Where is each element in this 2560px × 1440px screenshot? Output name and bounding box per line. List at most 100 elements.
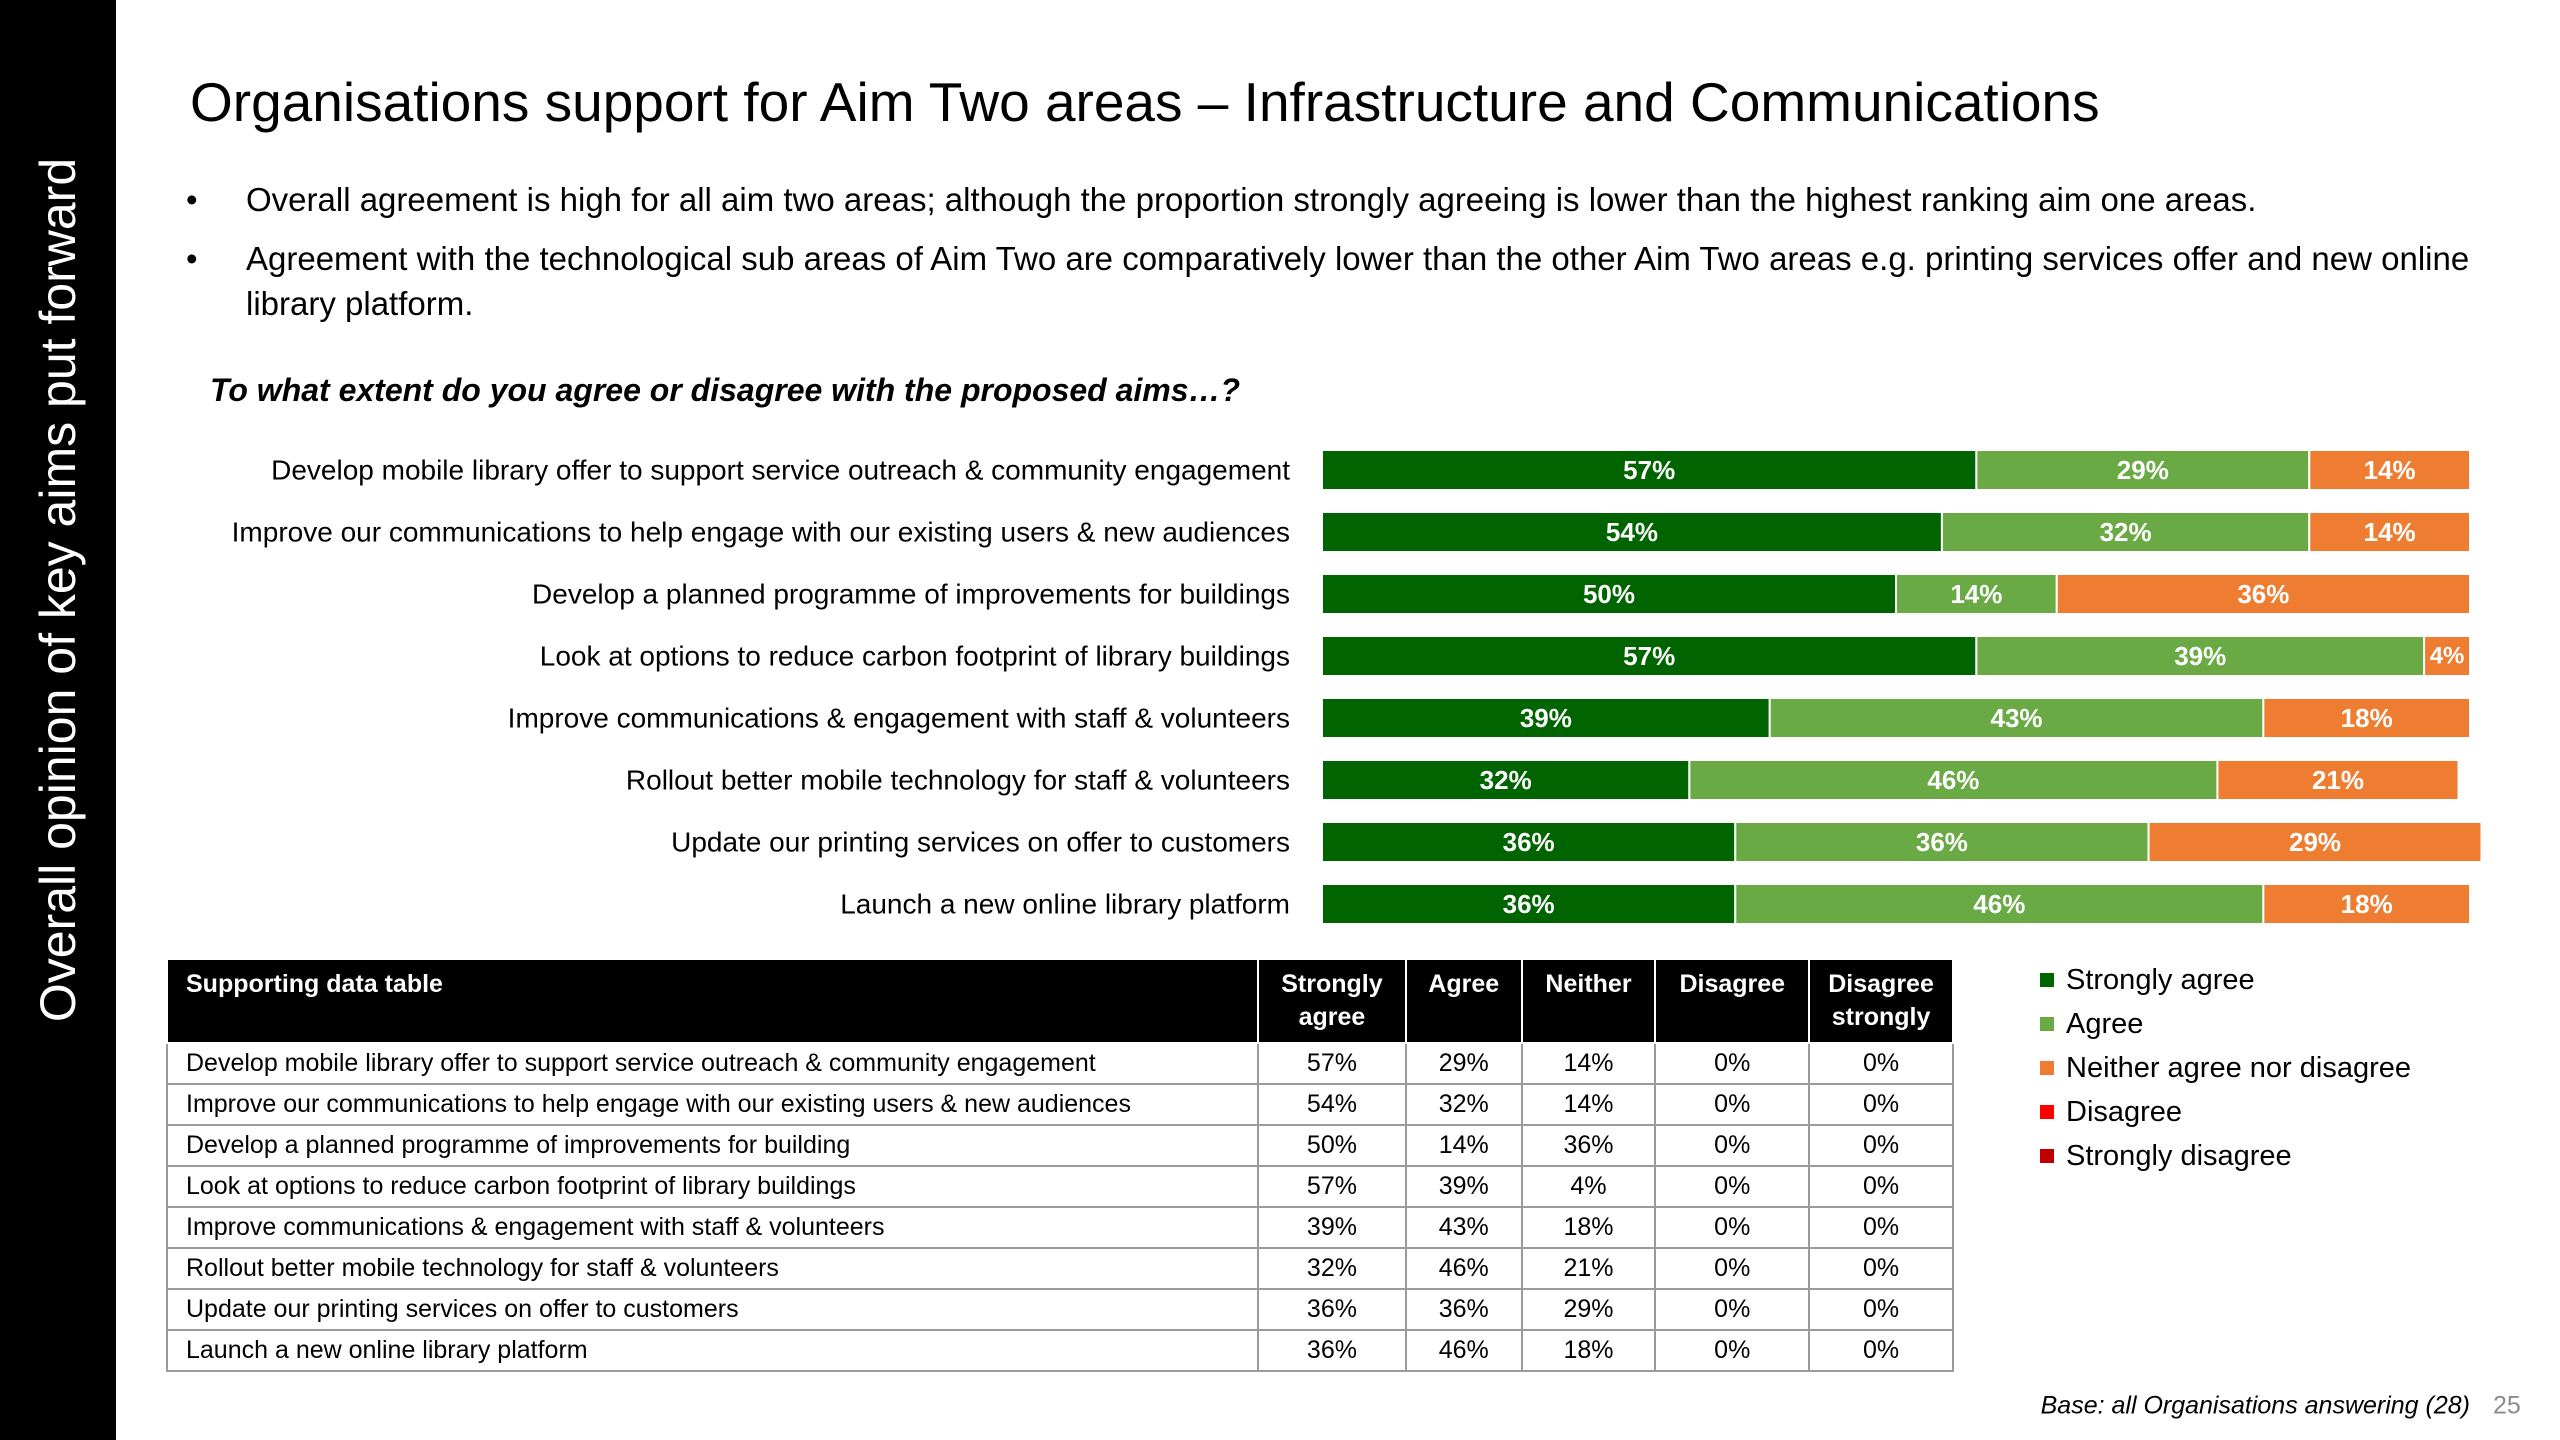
table-value-cell: 39% <box>1257 1206 1407 1249</box>
table-value-cell: 21% <box>1520 1247 1657 1290</box>
base-note: Base: all Organisations answering (28) <box>2040 1391 2470 1420</box>
bar-segment <box>2147 821 2483 863</box>
table-row: Rollout better mobile technology for sta… <box>165 1247 1954 1290</box>
table-value-cell: 18% <box>1520 1329 1657 1372</box>
supporting-data-table: Supporting data table Strongly agree Agr… <box>165 958 1954 1372</box>
table-row-label: Rollout better mobile technology for sta… <box>165 1247 1260 1290</box>
data-label: 46% <box>1927 765 1979 795</box>
table-value-cell: 0% <box>1808 1042 1954 1085</box>
data-label: 29% <box>2289 827 2341 857</box>
table-row: Improve our communications to help engag… <box>165 1083 1954 1126</box>
bar-segment <box>1321 449 1978 491</box>
bar-segment <box>2308 449 2472 491</box>
category-label: Rollout better mobile technology for sta… <box>626 765 1290 796</box>
data-label: 36% <box>1916 827 1968 857</box>
table-value-cell: 54% <box>1257 1083 1407 1126</box>
bar-segment <box>1321 697 1771 739</box>
category-label: Improve our communications to help engag… <box>232 517 1290 548</box>
data-label: 4% <box>2430 643 2465 670</box>
legend-label: Neither agree nor disagree <box>2066 1051 2411 1084</box>
category-label: Develop mobile library offer to support … <box>271 455 1290 486</box>
table-value-cell: 29% <box>1520 1288 1657 1331</box>
bar-segment <box>2216 759 2460 801</box>
bar-segment <box>2423 635 2472 677</box>
table-value-cell: 0% <box>1808 1165 1954 1208</box>
table-row-label: Improve our communications to help engag… <box>165 1083 1260 1126</box>
legend-swatch <box>2040 1105 2054 1119</box>
page-number: 25 <box>2493 1391 2521 1420</box>
bullet-list: Overall agreement is high for all aim tw… <box>182 178 2502 341</box>
bar-segment <box>1895 573 2058 615</box>
table-row-label: Develop a planned programme of improveme… <box>165 1124 1260 1167</box>
table-value-cell: 0% <box>1808 1288 1954 1331</box>
legend-item: Strongly agree <box>2040 958 2411 1002</box>
data-label: 50% <box>1583 579 1635 609</box>
table-value-cell: 0% <box>1654 1206 1811 1249</box>
table-value-cell: 0% <box>1654 1329 1811 1372</box>
slide-title: Organisations support for Aim Two areas … <box>190 71 2100 133</box>
data-label: 18% <box>2341 889 2393 919</box>
legend-swatch <box>2040 973 2054 987</box>
table-row: Look at options to reduce carbon footpri… <box>165 1165 1954 1208</box>
table-value-cell: 0% <box>1654 1165 1811 1208</box>
table-row-label: Improve communications & engagement with… <box>165 1206 1260 1249</box>
table-row: Update our printing services on offer to… <box>165 1288 1954 1331</box>
data-label: 14% <box>2364 517 2416 547</box>
data-label: 18% <box>2341 703 2393 733</box>
table-value-cell: 57% <box>1257 1165 1407 1208</box>
data-label: 36% <box>1503 889 1555 919</box>
table-row-label: Look at options to reduce carbon footpri… <box>165 1165 1260 1208</box>
table-value-cell: 32% <box>1404 1083 1523 1126</box>
bar-segment <box>1321 573 1897 615</box>
bar-segment <box>1940 511 2311 553</box>
legend-label: Strongly agree <box>2066 963 2255 996</box>
bar-segment <box>1734 883 2265 925</box>
category-label: Develop a planned programme of improveme… <box>532 579 1290 610</box>
data-label: 57% <box>1623 455 1675 485</box>
data-label: 39% <box>2174 641 2226 671</box>
table-row: Improve communications & engagement with… <box>165 1206 1954 1249</box>
data-label: 39% <box>1520 703 1572 733</box>
table-value-cell: 18% <box>1520 1206 1657 1249</box>
bar-segment <box>1321 883 1737 925</box>
table-value-cell: 4% <box>1520 1165 1657 1208</box>
bar-segment <box>2055 573 2471 615</box>
table-value-cell: 0% <box>1654 1042 1811 1085</box>
table-value-cell: 0% <box>1654 1124 1811 1167</box>
data-label: 21% <box>2312 765 2364 795</box>
table-row: Develop a planned programme of improveme… <box>165 1124 1954 1167</box>
legend-swatch <box>2040 1061 2054 1075</box>
table-value-cell: 14% <box>1520 1042 1657 1085</box>
legend-label: Agree <box>2066 1007 2144 1040</box>
table-value-cell: 36% <box>1404 1288 1523 1331</box>
bar-segment <box>1768 697 2265 739</box>
chart-legend: Strongly agree Agree Neither agree nor d… <box>2040 958 2411 1178</box>
category-label: Improve communications & engagement with… <box>508 703 1290 734</box>
chart-question: To what extent do you agree or disagree … <box>210 372 1241 408</box>
table-header-cell: Disagree strongly <box>1808 958 1954 1044</box>
table-header-row: Supporting data table Strongly agree Agr… <box>165 958 1954 1044</box>
table-header-cell: Agree <box>1404 958 1523 1044</box>
table-value-cell: 29% <box>1404 1042 1523 1085</box>
data-label: 46% <box>1973 889 2025 919</box>
bar-segment <box>1321 821 1737 863</box>
table-value-cell: 0% <box>1808 1124 1954 1167</box>
data-label: 36% <box>2237 579 2289 609</box>
data-label: 32% <box>1480 765 1532 795</box>
table-value-cell: 46% <box>1404 1329 1523 1372</box>
bullet-item: Agreement with the technological sub are… <box>182 237 2502 327</box>
bar-segment <box>1975 635 2426 677</box>
category-label: Update our printing services on offer to… <box>671 827 1290 858</box>
table-value-cell: 0% <box>1654 1083 1811 1126</box>
legend-label: Disagree <box>2066 1095 2183 1128</box>
table-row-label: Launch a new online library platform <box>165 1329 1260 1372</box>
stacked-bar-chart: Develop mobile library offer to support … <box>232 449 2483 925</box>
table-row-label: Develop mobile library offer to support … <box>165 1042 1260 1085</box>
table-value-cell: 36% <box>1520 1124 1657 1167</box>
legend-label: Strongly disagree <box>2066 1139 2292 1172</box>
table-value-cell: 14% <box>1404 1124 1523 1167</box>
bar-segment <box>2262 697 2472 739</box>
table-value-cell: 36% <box>1257 1288 1407 1331</box>
data-label: 36% <box>1503 827 1555 857</box>
table-value-cell: 0% <box>1808 1247 1954 1290</box>
